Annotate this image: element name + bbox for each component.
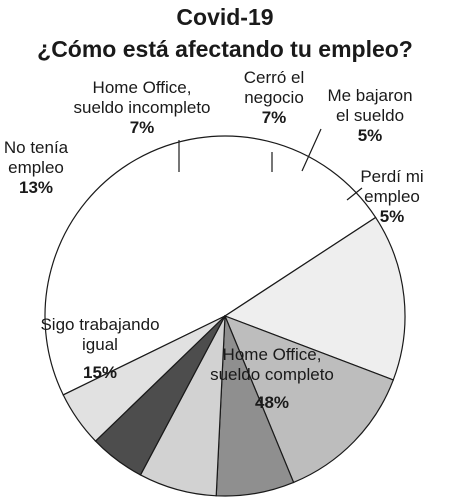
chart-subtitle: ¿Cómo está afectando tu empleo? xyxy=(37,36,413,62)
slice-percent: 7% xyxy=(262,108,287,127)
slice-label: negocio xyxy=(244,88,304,107)
slice-percent: 15% xyxy=(83,363,117,382)
slice-label: Me bajaron xyxy=(327,86,412,105)
slice-label: empleo xyxy=(364,187,420,206)
leader-line xyxy=(301,128,322,172)
pie-slice xyxy=(44,135,377,396)
chart-title: Covid-19 xyxy=(176,4,273,30)
slice-percent: 48% xyxy=(255,393,289,412)
slice-label: igual xyxy=(82,335,118,354)
slice-percent: 5% xyxy=(380,207,405,226)
slice-label: No tenía xyxy=(4,138,69,157)
slice-percent: 5% xyxy=(358,126,383,145)
leader-lines xyxy=(178,128,363,201)
slice-percent: 7% xyxy=(130,118,155,137)
slice-label: Home Office, xyxy=(223,345,322,364)
slice-label: sueldo incompleto xyxy=(73,98,210,117)
slice-label: el sueldo xyxy=(336,106,404,125)
slice-label: sueldo completo xyxy=(210,365,334,384)
slice-label: empleo xyxy=(8,158,64,177)
pie-slice xyxy=(223,216,406,381)
slice-label: Sigo trabajando xyxy=(40,315,159,334)
slice-percent: 13% xyxy=(19,178,53,197)
pie-slices xyxy=(44,135,406,497)
slice-label: Home Office, xyxy=(93,78,192,97)
leader-line xyxy=(346,187,363,201)
slice-label: Cerró el xyxy=(244,68,304,87)
pie-slice xyxy=(223,314,395,484)
pie-slice xyxy=(62,315,226,442)
slice-label: Perdí mi xyxy=(360,167,423,186)
